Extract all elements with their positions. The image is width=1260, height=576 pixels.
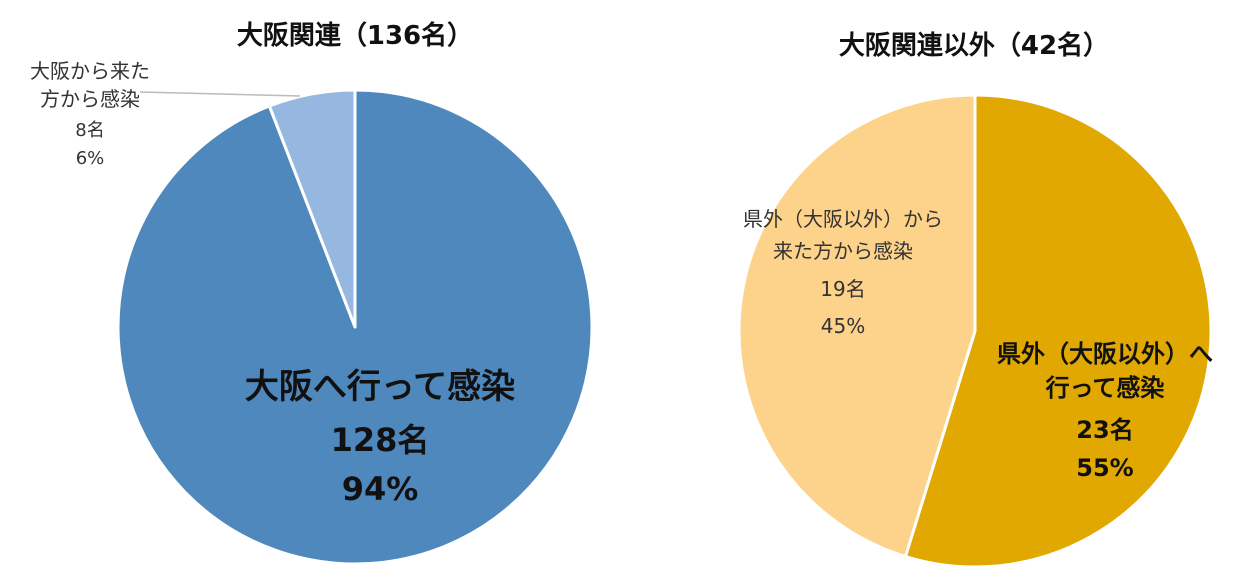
slice-label-osaka-from-line2: 方から感染 <box>40 87 140 111</box>
slice-label-to-outside-line1: 県外（大阪以外）へ <box>997 340 1213 368</box>
slice-percent-osaka-from: 6% <box>76 148 105 169</box>
chart-title-right: 大阪関連以外（42名） <box>839 30 1109 61</box>
slice-count-osaka-from: 8名 <box>75 120 104 141</box>
slice-percent-to-outside: 55% <box>1076 454 1133 482</box>
pie-right <box>737 93 1213 569</box>
chart-title-left: 大阪関連（136名） <box>237 20 473 51</box>
slice-label-to-outside-line2: 行って感染 <box>1045 374 1165 402</box>
pie-slice-from-outside <box>737 93 977 559</box>
slice-label-osaka-visit: 大阪へ行って感染 <box>245 367 515 407</box>
pie-left <box>116 88 594 566</box>
slice-count-osaka-visit: 128名 <box>331 421 430 459</box>
slice-label-from-outside-line1: 県外（大阪以外）から <box>743 207 943 231</box>
slice-percent-osaka-visit: 94% <box>342 470 419 508</box>
slice-percent-from-outside: 45% <box>821 314 865 338</box>
slice-count-to-outside: 23名 <box>1076 416 1133 444</box>
pie-slice-osaka-from <box>267 88 357 329</box>
leader-line <box>139 91 301 97</box>
slice-label-from-outside-line2: 来た方から感染 <box>773 239 913 263</box>
slice-count-from-outside: 19名 <box>820 277 865 301</box>
pie-slice-to-outside <box>903 93 1213 569</box>
slice-label-osaka-from-line1: 大阪から来た <box>30 59 150 83</box>
